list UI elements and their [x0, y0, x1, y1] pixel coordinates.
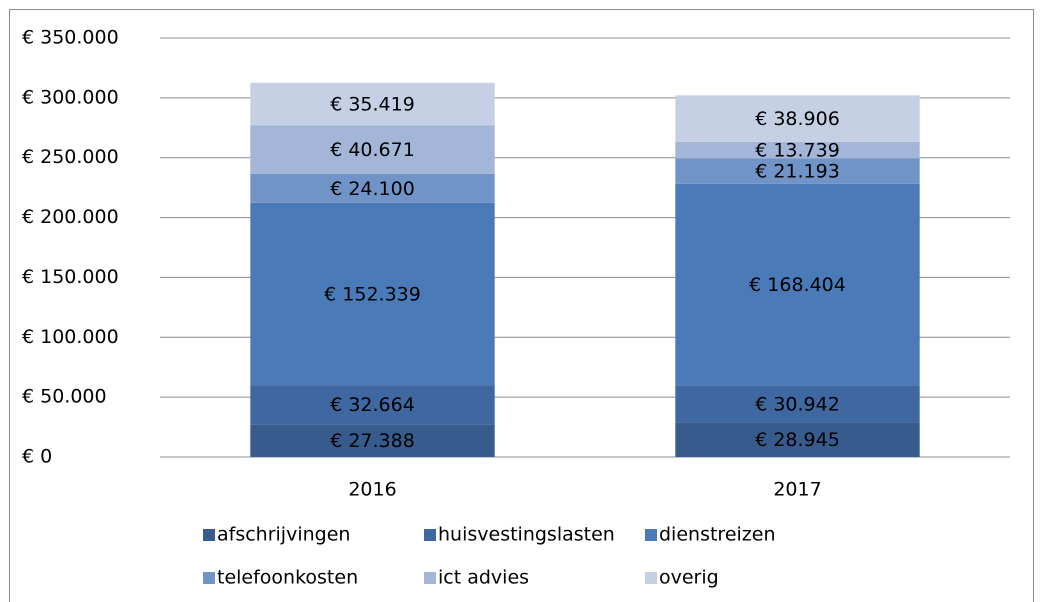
- y-tick-label: € 100.000: [22, 326, 119, 348]
- bar-segment: [675, 141, 920, 159]
- value-label: € 30.942: [755, 393, 840, 415]
- y-tick-label: € 50.000: [22, 386, 107, 408]
- value-label: € 32.664: [330, 394, 415, 416]
- value-label: € 21.193: [755, 161, 840, 183]
- y-tick-label: € 150.000: [22, 266, 119, 288]
- bar-segment: [675, 183, 920, 386]
- value-label: € 27.388: [330, 430, 415, 452]
- value-label: € 28.945: [755, 429, 840, 451]
- x-tick-label: 2016: [348, 479, 396, 501]
- bar-segment: [250, 173, 495, 203]
- legend-swatch: [203, 529, 215, 541]
- x-tick-label: 2017: [773, 479, 821, 501]
- legend-swatch: [645, 572, 657, 584]
- bar-segment: [250, 424, 495, 457]
- bar-segment: [250, 82, 495, 126]
- chart-frame: [9, 9, 1034, 602]
- bar-segment: [675, 95, 920, 142]
- bar-segment: [675, 385, 920, 423]
- legend-label: afschrijvingen: [217, 524, 350, 546]
- y-tick-label: € 0: [22, 446, 52, 468]
- value-label: € 13.739: [755, 140, 840, 162]
- y-tick-label: € 300.000: [22, 86, 119, 108]
- y-tick-label: € 350.000: [22, 27, 119, 49]
- value-label: € 38.906: [755, 108, 840, 130]
- value-label: € 40.671: [330, 139, 415, 161]
- y-tick-label: € 250.000: [22, 146, 119, 168]
- legend-label: dienstreizen: [659, 524, 776, 546]
- value-label: € 35.419: [330, 93, 415, 115]
- legend-swatch: [424, 529, 436, 541]
- bar-segment: [250, 385, 495, 425]
- legend-swatch: [203, 572, 215, 584]
- bar-segment: [250, 202, 495, 386]
- legend-label: telefoonkosten: [217, 567, 358, 589]
- value-label: € 152.339: [324, 283, 421, 305]
- bar-segment: [250, 125, 495, 174]
- legend-label: huisvestingslasten: [438, 524, 615, 546]
- value-label: € 24.100: [330, 178, 415, 200]
- legend-swatch: [645, 529, 657, 541]
- legend-label: ict advies: [438, 567, 529, 589]
- legend-swatch: [424, 572, 436, 584]
- y-tick-label: € 200.000: [22, 206, 119, 228]
- legend-label: overig: [659, 567, 719, 589]
- value-label: € 168.404: [749, 274, 846, 296]
- bar-segment: [675, 158, 920, 184]
- bar-segment: [675, 422, 920, 457]
